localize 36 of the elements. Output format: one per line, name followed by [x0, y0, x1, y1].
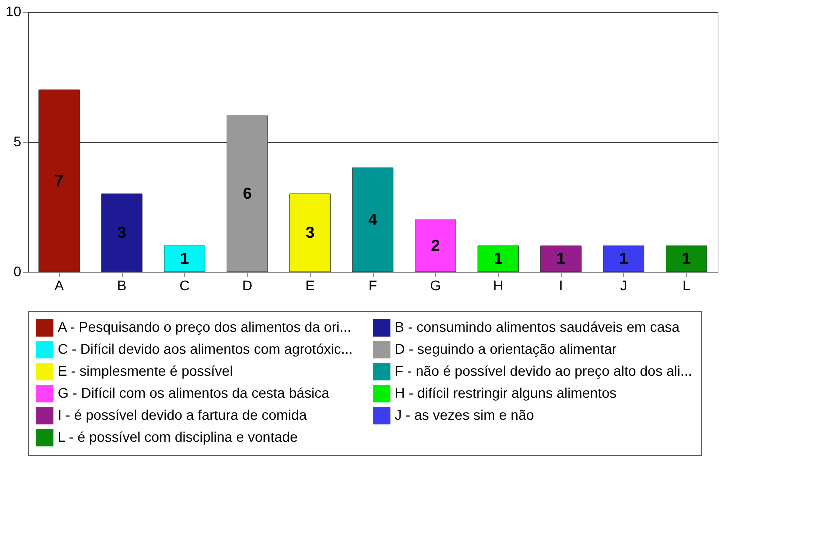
legend-label: C - Difícil devido aos alimentos com agrotóxic... [58, 341, 353, 357]
y-tick-label: 0 [14, 264, 22, 280]
y-tick-label: 10 [6, 4, 22, 20]
data-label: 3 [306, 225, 315, 242]
x-tick-label: E [306, 278, 315, 294]
data-label: 1 [556, 251, 566, 268]
legend-label: J - as vezes sim e não [395, 407, 534, 423]
legend-label: I - é possível devido a fartura de comida [58, 407, 308, 423]
data-label: 1 [619, 251, 628, 268]
legend-label: B - consumindo alimentos saudáveis em casa [395, 319, 680, 336]
x-tick-label: G [430, 278, 442, 294]
data-label: 3 [118, 225, 127, 242]
legend-label: E - simplesmente é possível [58, 363, 234, 379]
x-tick-label: B [117, 278, 127, 294]
x-tick-label: L [682, 278, 691, 294]
data-label: 6 [243, 186, 252, 203]
data-label: 7 [54, 173, 64, 190]
y-tick-label: 5 [14, 134, 22, 150]
legend-label: F - não é possível devido ao preço alto dos ali... [395, 363, 692, 379]
legend-label: G - Difícil com os alimentos da cesta básica [58, 385, 330, 401]
x-tick-label: H [493, 278, 504, 294]
legend-label: A - Pesquisando o preço dos alimentos da ori... [58, 319, 352, 336]
data-label: 1 [180, 251, 190, 268]
data-label: 1 [494, 251, 503, 268]
data-label: 2 [431, 238, 440, 255]
x-tick-label: J [620, 278, 628, 294]
x-tick-label: A [54, 278, 65, 294]
x-tick-label: F [368, 278, 378, 294]
x-tick-label: C [180, 278, 190, 294]
data-label: 1 [682, 251, 692, 268]
legend-label: H - difícil restringir alguns alimentos [395, 385, 617, 401]
x-tick-label: D [242, 278, 253, 294]
legend-label: L - é possível com disciplina e vontade [58, 429, 298, 445]
x-tick-label: I [559, 278, 564, 294]
legend-label: D - seguindo a orientação alimentar [395, 341, 618, 357]
data-label: 4 [368, 212, 378, 229]
